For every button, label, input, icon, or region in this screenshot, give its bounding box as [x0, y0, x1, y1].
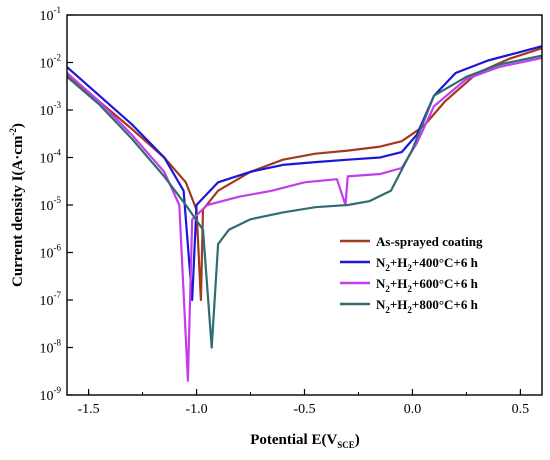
- legend-label: N2+H2+600°C+6 h: [376, 276, 479, 294]
- x-axis: -1.5 -1.0 -0.5 0.0 0.5: [78, 389, 530, 417]
- x-tick-label: 0.5: [512, 402, 530, 417]
- y-tick-label: 10-5: [40, 195, 62, 214]
- y-tick-label: 10-1: [40, 5, 62, 24]
- legend-label: N2+H2+400°C+6 h: [376, 255, 479, 273]
- y-axis-title: Current density I(A·cm-2): [8, 123, 26, 287]
- y-tick-label: 10-2: [40, 53, 62, 72]
- legend-label: N2+H2+800°C+6 h: [376, 297, 479, 315]
- x-axis-title: Potential E(VSCE): [250, 432, 360, 450]
- x-tick-label: -1.0: [185, 402, 207, 417]
- y-tick-label: 10-8: [40, 338, 62, 357]
- x-tick-label: 0.0: [404, 402, 422, 417]
- y-tick-label: 10-6: [40, 243, 62, 262]
- y-tick-label: 10-4: [40, 148, 62, 167]
- series-line-4: [66, 54, 543, 349]
- legend: As-sprayed coating N2+H2+400°C+6 h N2+H2+6…: [340, 234, 483, 315]
- y-tick-label: 10-7: [40, 290, 62, 309]
- y-tick-label: 10-9: [40, 385, 62, 404]
- x-tick-label: -1.5: [78, 402, 100, 417]
- y-axis: 10-9 10-8 10-7 10-6 10-5 10-4 10-3 10-2 10-1: [40, 5, 73, 404]
- x-tick-label: -0.5: [293, 402, 315, 417]
- y-tick-label: 10-3: [40, 100, 62, 119]
- legend-label: As-sprayed coating: [376, 234, 483, 249]
- series-layer: [66, 45, 543, 382]
